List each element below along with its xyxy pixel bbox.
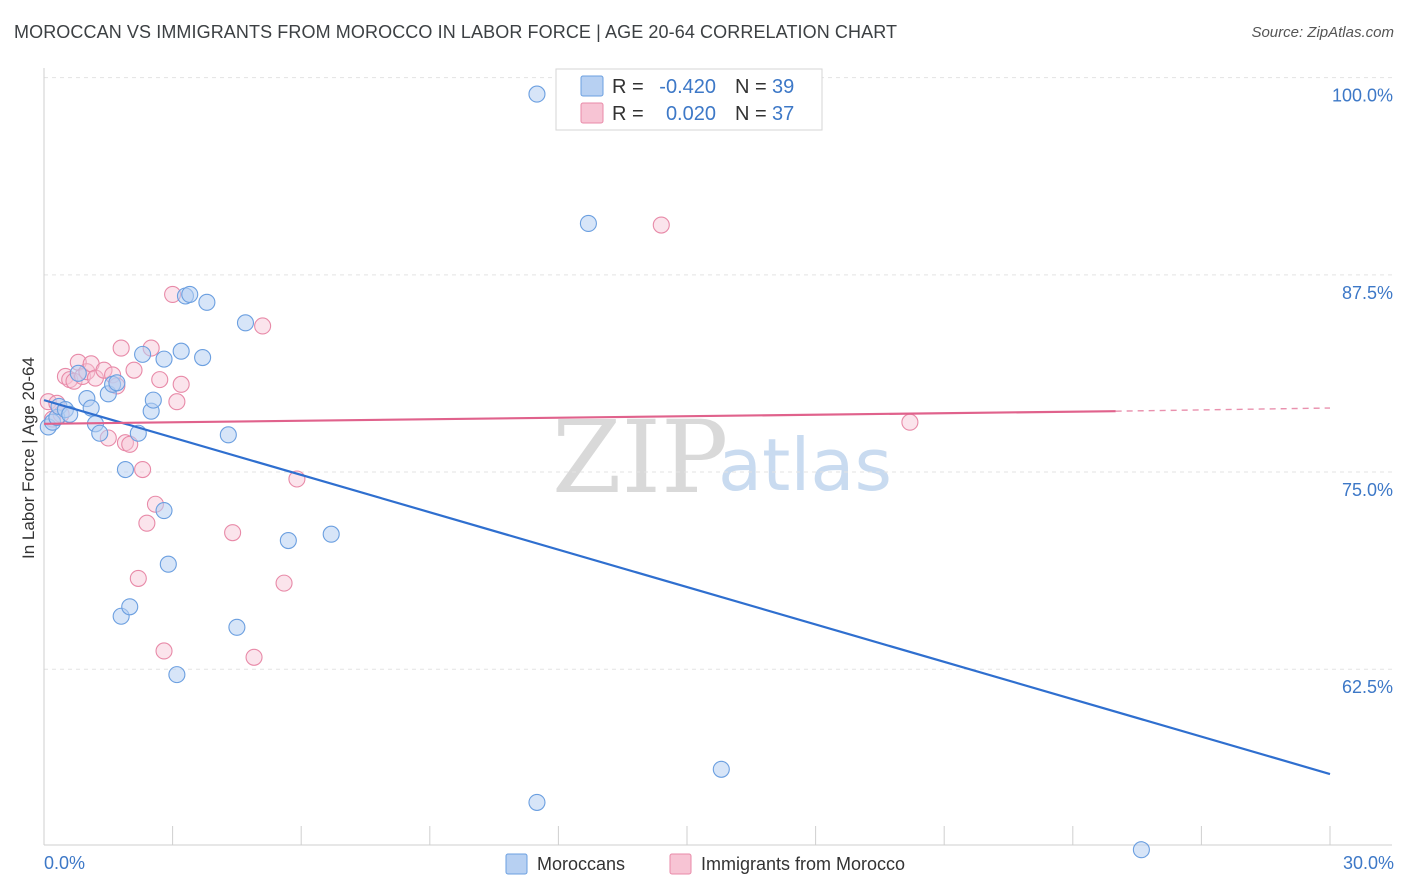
- data-point-moroccans: [528, 85, 546, 103]
- stats-n-value-blue: 39: [772, 76, 794, 98]
- data-point-immigrants: [129, 569, 147, 587]
- data-point-moroccans: [155, 502, 173, 520]
- data-point-moroccans: [69, 364, 87, 382]
- data-point-moroccans: [194, 348, 212, 367]
- bottom-legend-label-pink: Immigrants from Morocco: [701, 854, 905, 874]
- data-point-moroccans: [144, 391, 162, 409]
- data-point-moroccans: [134, 345, 152, 363]
- data-point-moroccans: [181, 285, 199, 303]
- data-point-immigrants: [112, 339, 130, 357]
- stats-n-value-pink: 37: [772, 103, 794, 125]
- data-point-immigrants: [155, 642, 173, 660]
- trend-line-immigrants: [43, 410, 1116, 425]
- data-point-moroccans: [322, 525, 340, 543]
- data-point-immigrants: [901, 413, 919, 431]
- data-point-moroccans: [116, 460, 134, 479]
- source-label: Source: ZipAtlas.com: [1251, 24, 1394, 41]
- y-axis-label: In Labor Force | Age 20-64: [19, 357, 38, 559]
- trend-line-immigrants-extension: [1115, 407, 1331, 412]
- stats-r-label-pink: R =: [612, 103, 644, 125]
- data-point-immigrants: [224, 524, 242, 542]
- trend-lines: [43, 399, 1331, 776]
- data-point-moroccans: [528, 793, 546, 811]
- data-point-immigrants: [245, 648, 263, 666]
- data-point-moroccans: [108, 374, 126, 392]
- stats-n-label-pink: N =: [735, 103, 767, 125]
- stats-legend: R = -0.420 N = 39 R = 0.020 N = 37: [555, 68, 823, 131]
- data-point-immigrants: [125, 361, 143, 379]
- bottom-legend: Moroccans Immigrants from Morocco: [505, 853, 905, 875]
- data-point-immigrants: [172, 375, 190, 393]
- stats-n-label-blue: N =: [735, 76, 767, 98]
- y-tick-label: 62.5%: [1342, 677, 1393, 697]
- bottom-legend-swatch-pink: [669, 853, 692, 875]
- data-point-moroccans: [159, 555, 177, 573]
- y-tick-label: 75.0%: [1342, 480, 1393, 500]
- data-point-moroccans: [219, 426, 237, 444]
- data-point-moroccans: [168, 666, 186, 684]
- bottom-legend-swatch-blue: [505, 853, 528, 875]
- data-point-immigrants: [138, 514, 156, 532]
- stats-r-value-pink: 0.020: [666, 103, 716, 125]
- y-tick-label: 100.0%: [1332, 86, 1393, 106]
- stats-r-value-blue: -0.420: [659, 76, 716, 98]
- stats-r-label-blue: R =: [612, 76, 644, 98]
- data-point-immigrants: [168, 393, 186, 411]
- data-point-moroccans: [228, 618, 246, 636]
- series-moroccans: [39, 85, 1150, 859]
- axes: [43, 68, 1392, 846]
- data-point-immigrants: [254, 317, 272, 335]
- data-point-moroccans: [198, 293, 216, 311]
- data-point-immigrants: [95, 361, 113, 379]
- x-tick-label: 0.0%: [44, 853, 85, 873]
- gridlines: [44, 77, 1392, 670]
- data-point-immigrants: [652, 216, 670, 234]
- trend-line-moroccans: [43, 399, 1331, 776]
- bottom-legend-label-blue: Moroccans: [537, 854, 625, 874]
- data-point-moroccans: [91, 424, 109, 442]
- tick-labels: 62.5% 75.0% 87.5% 100.0% 0.0% 30.0%: [44, 86, 1394, 873]
- data-point-moroccans: [236, 314, 255, 332]
- y-tick-label: 87.5%: [1342, 283, 1393, 303]
- data-point-moroccans: [155, 350, 173, 368]
- data-point-immigrants: [151, 371, 169, 389]
- stats-legend-swatch-blue: [580, 75, 604, 97]
- data-point-moroccans: [1132, 841, 1150, 859]
- chart-title: MOROCCAN VS IMMIGRANTS FROM MOROCCO IN L…: [14, 22, 898, 42]
- watermark-atlas: atlas: [718, 423, 892, 507]
- data-point-moroccans: [121, 598, 139, 616]
- data-point-moroccans: [61, 405, 79, 423]
- x-tick-label: 30.0%: [1343, 853, 1394, 873]
- stats-legend-swatch-pink: [580, 102, 604, 124]
- data-point-immigrants: [134, 460, 152, 479]
- data-point-moroccans: [172, 342, 190, 360]
- data-point-moroccans: [579, 214, 597, 232]
- data-point-immigrants: [275, 574, 293, 592]
- data-point-moroccans: [279, 531, 297, 550]
- data-point-moroccans: [712, 760, 730, 778]
